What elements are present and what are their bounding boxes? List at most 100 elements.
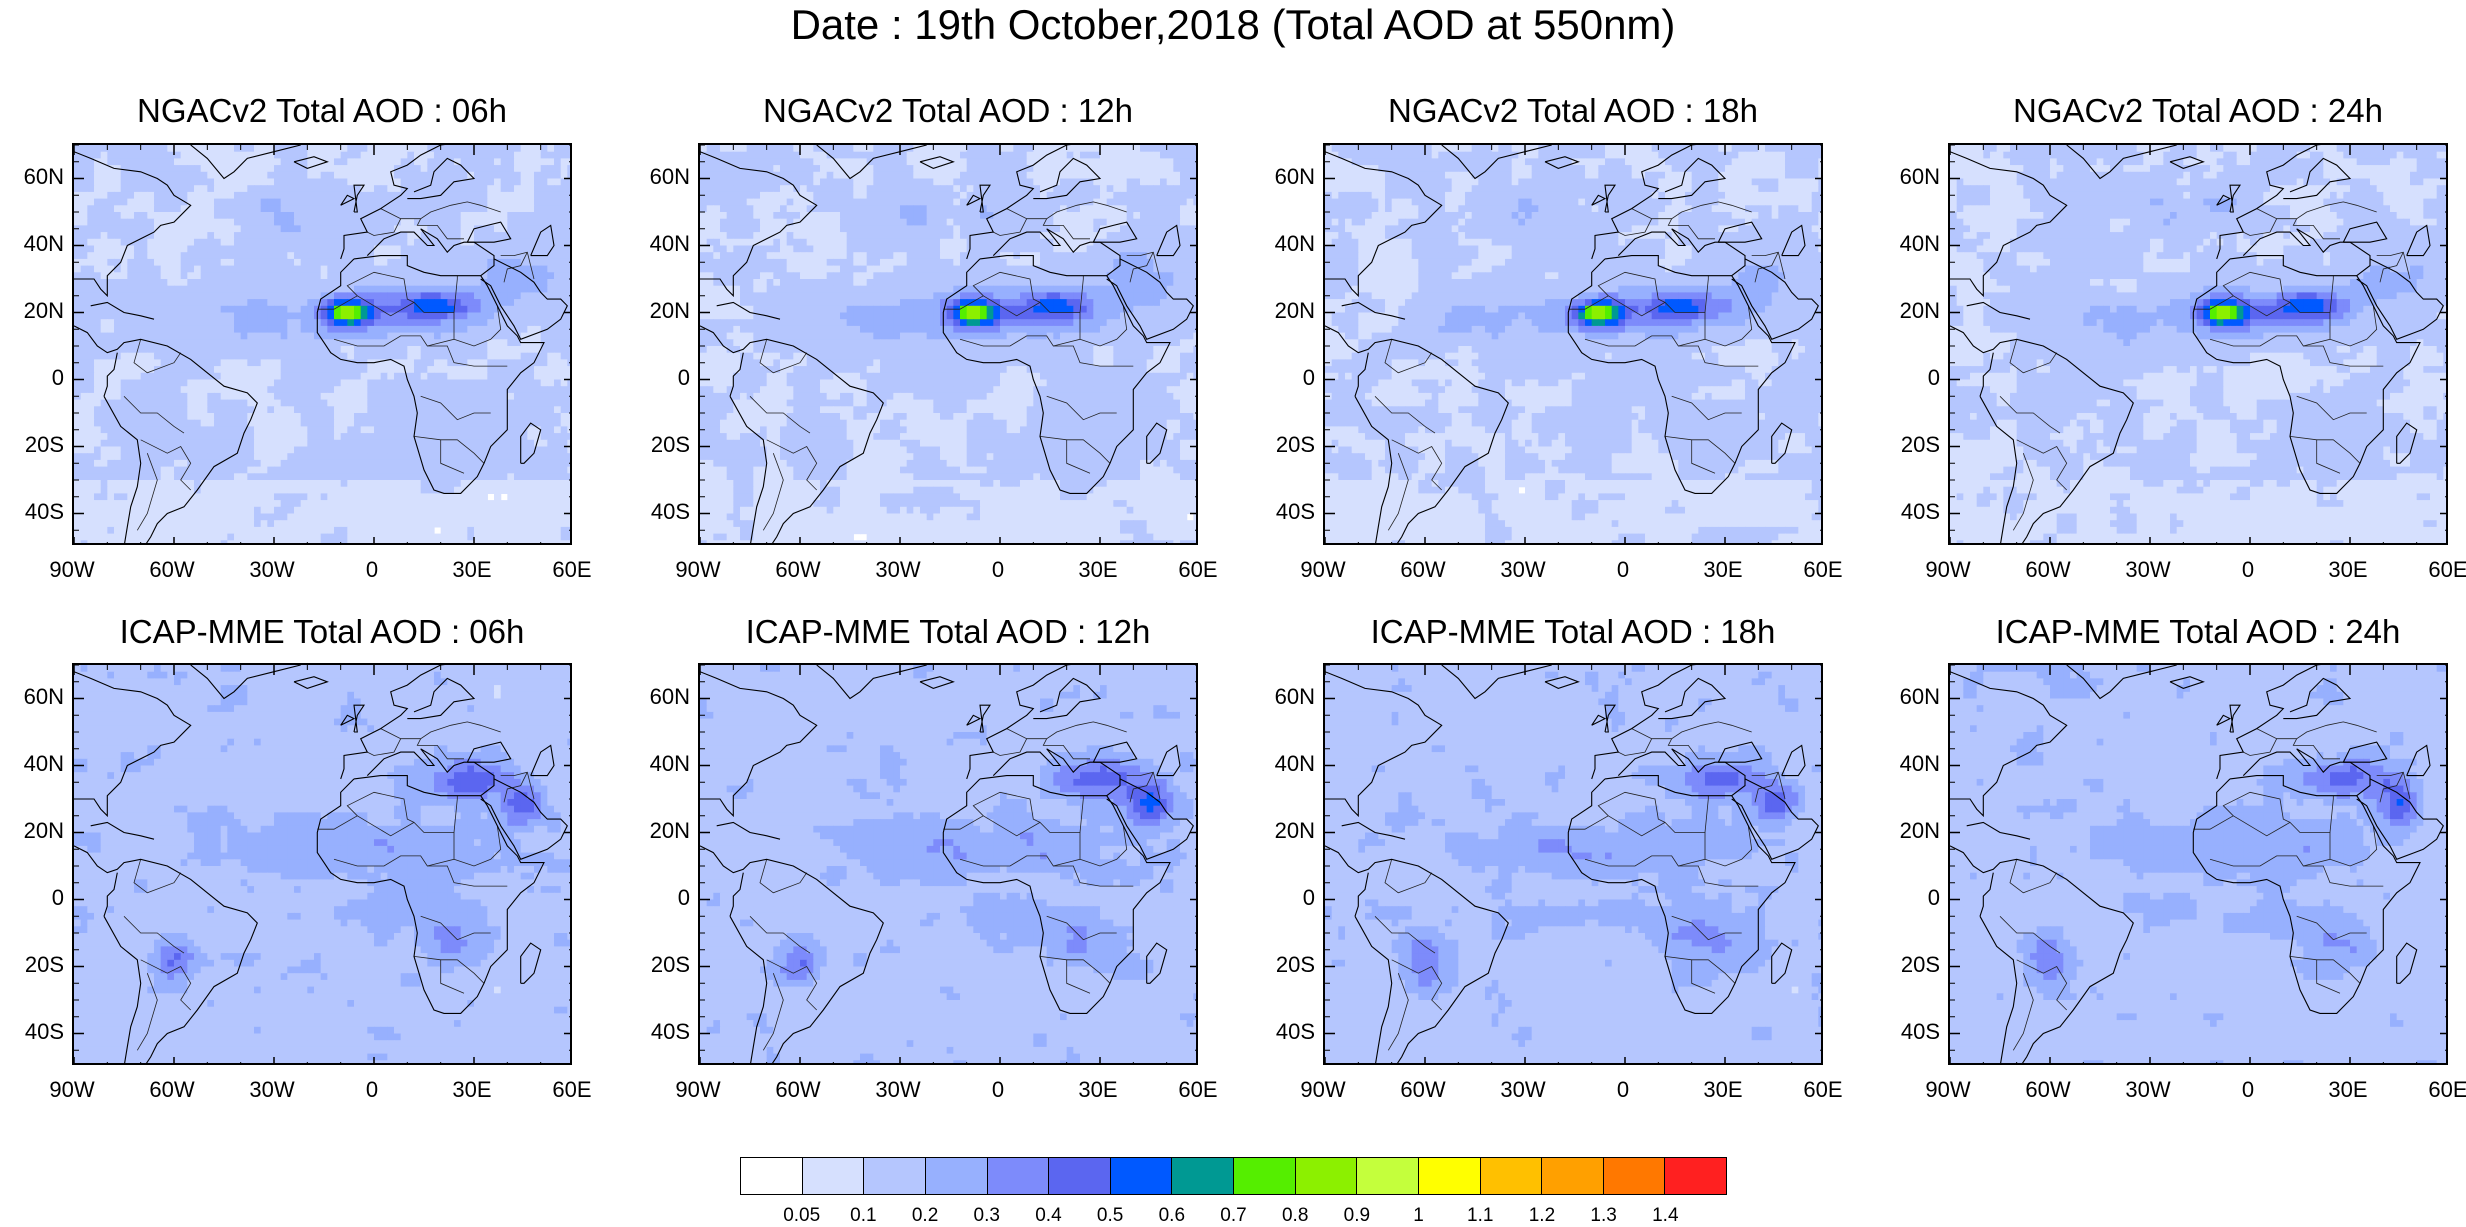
lon-tick-label: 0 [963, 1077, 1033, 1103]
lon-tick-label: 60W [137, 1077, 207, 1103]
lon-tick-label: 60W [2013, 1077, 2083, 1103]
colorbar-swatch [988, 1158, 1050, 1194]
lon-tick-label: 30W [237, 557, 307, 583]
lon-tick-label: 0 [337, 557, 407, 583]
lon-tick-label: 0 [2213, 557, 2283, 583]
lon-tick-label: 90W [37, 557, 107, 583]
lon-tick-label: 60W [763, 557, 833, 583]
lon-tick-label: 60E [2413, 557, 2466, 583]
lon-tick-label: 60E [1163, 557, 1233, 583]
lon-tick-label: 30W [1488, 557, 1558, 583]
panel-title: NGACv2 Total AOD : 24h [1848, 93, 2466, 129]
aod-map [1325, 665, 1823, 1065]
lon-tick-label: 30W [863, 1077, 933, 1103]
aod-field [74, 145, 572, 545]
lon-tick-label: 90W [663, 557, 733, 583]
aod-field [74, 665, 572, 1065]
colorbar-swatch [1357, 1158, 1419, 1194]
aod-map [74, 145, 572, 545]
lon-tick-label: 90W [1913, 557, 1983, 583]
lat-tick-label: 60N [1880, 684, 1940, 710]
lon-tick-label: 30E [437, 557, 507, 583]
lat-tick-label: 0 [4, 885, 64, 911]
lon-tick-label: 30W [237, 1077, 307, 1103]
lat-tick-label: 40S [1255, 499, 1315, 525]
lat-tick-label: 20S [1255, 432, 1315, 458]
lon-tick-label: 0 [1588, 557, 1658, 583]
aod-map [1950, 145, 2448, 545]
lon-tick-label: 30E [2313, 557, 2383, 583]
colorbar-swatch [1481, 1158, 1543, 1194]
lon-tick-label: 30W [863, 557, 933, 583]
aod-map [74, 665, 572, 1065]
lat-tick-label: 20S [4, 432, 64, 458]
lat-tick-label: 20N [1880, 818, 1940, 844]
lat-tick-label: 20N [4, 818, 64, 844]
colorbar-swatch [864, 1158, 926, 1194]
colorbar-swatch [1542, 1158, 1604, 1194]
lon-tick-label: 90W [1288, 557, 1358, 583]
lon-tick-label: 60W [763, 1077, 833, 1103]
lon-tick-label: 30W [2113, 557, 2183, 583]
map-plot-area [1323, 663, 1823, 1065]
lon-tick-label: 0 [337, 1077, 407, 1103]
lat-tick-label: 20N [630, 298, 690, 324]
lat-tick-label: 40S [630, 499, 690, 525]
lon-tick-label: 60W [2013, 557, 2083, 583]
colorbar-label: 1.2 [1517, 1205, 1567, 1227]
panel-title: ICAP-MME Total AOD : 06h [0, 614, 672, 650]
colorbar-label: 0.1 [838, 1205, 888, 1227]
lat-tick-label: 40N [1255, 231, 1315, 257]
colorbar-swatch [1234, 1158, 1296, 1194]
lat-tick-label: 60N [4, 164, 64, 190]
colorbar-label: 0.9 [1332, 1205, 1382, 1227]
lon-tick-label: 0 [1588, 1077, 1658, 1103]
aod-map [1325, 145, 1823, 545]
lon-tick-label: 30E [1688, 1077, 1758, 1103]
colorbar-label: 1.4 [1640, 1205, 1690, 1227]
colorbar-swatch [1665, 1158, 1726, 1194]
lon-tick-label: 60W [1388, 557, 1458, 583]
lat-tick-label: 0 [1255, 365, 1315, 391]
lat-tick-label: 20N [1255, 298, 1315, 324]
lon-tick-label: 90W [1288, 1077, 1358, 1103]
lon-tick-label: 90W [1913, 1077, 1983, 1103]
lat-tick-label: 60N [1255, 164, 1315, 190]
lat-tick-label: 40N [1880, 751, 1940, 777]
map-plot-area [1948, 663, 2448, 1065]
lon-tick-label: 60W [137, 557, 207, 583]
colorbar-label: 0.4 [1023, 1205, 1073, 1227]
lat-tick-label: 40N [4, 231, 64, 257]
colorbar-swatch [1419, 1158, 1481, 1194]
lat-tick-label: 40N [4, 751, 64, 777]
colorbar-swatch [1172, 1158, 1234, 1194]
aod-field [700, 145, 1198, 545]
lat-tick-label: 60N [630, 684, 690, 710]
lon-tick-label: 90W [663, 1077, 733, 1103]
map-plot-area [1323, 143, 1823, 545]
map-plot-area [72, 663, 572, 1065]
lat-tick-label: 40S [1880, 1019, 1940, 1045]
lat-tick-label: 40S [630, 1019, 690, 1045]
lat-tick-label: 40N [630, 751, 690, 777]
lon-tick-label: 60E [1163, 1077, 1233, 1103]
lon-tick-label: 30E [437, 1077, 507, 1103]
lat-tick-label: 0 [1880, 365, 1940, 391]
aod-field [1325, 665, 1823, 1065]
lat-tick-label: 40N [630, 231, 690, 257]
lon-tick-label: 30E [1063, 1077, 1133, 1103]
lon-tick-label: 60W [1388, 1077, 1458, 1103]
colorbar-swatch [1296, 1158, 1358, 1194]
panel-title: ICAP-MME Total AOD : 24h [1848, 614, 2466, 650]
panel-title: ICAP-MME Total AOD : 12h [598, 614, 1298, 650]
lat-tick-label: 0 [1880, 885, 1940, 911]
lat-tick-label: 20S [1880, 432, 1940, 458]
colorbar-label: 1.1 [1455, 1205, 1505, 1227]
colorbar-swatch [1049, 1158, 1111, 1194]
lat-tick-label: 60N [630, 164, 690, 190]
colorbar-label: 1.3 [1579, 1205, 1629, 1227]
aod-map [700, 665, 1198, 1065]
lon-tick-label: 60E [1788, 1077, 1858, 1103]
colorbar-swatch [1111, 1158, 1173, 1194]
lon-tick-label: 30W [1488, 1077, 1558, 1103]
